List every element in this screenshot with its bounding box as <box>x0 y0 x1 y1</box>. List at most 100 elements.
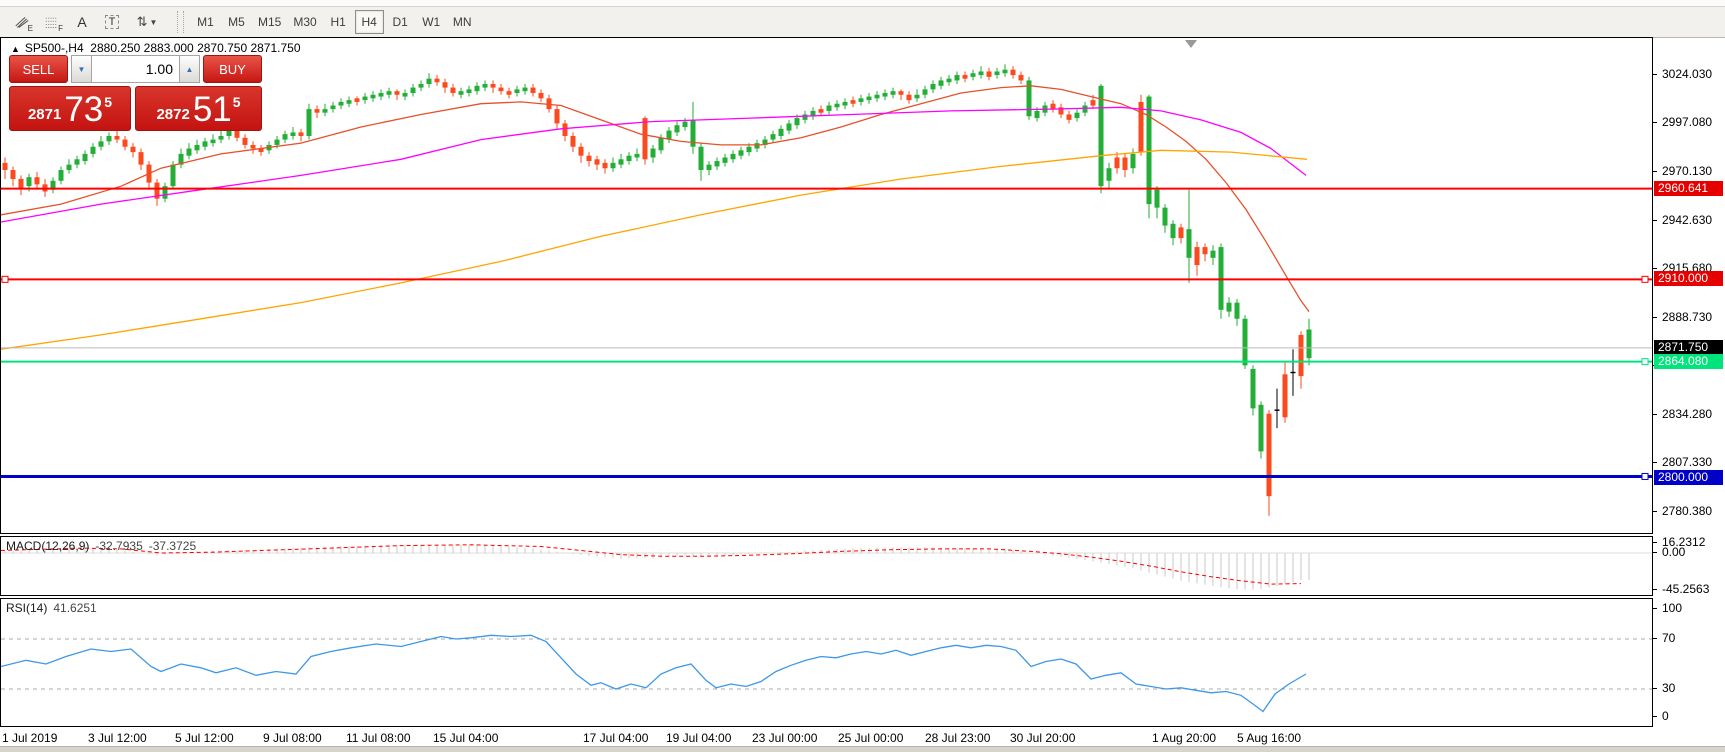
candle-body <box>1202 247 1208 255</box>
candle-body <box>810 110 816 117</box>
candle-body <box>450 87 456 93</box>
macd-indicator-panel[interactable]: MACD(12,26,9) -32.7935 -37.3725 <box>0 536 1653 596</box>
candle-body <box>482 84 488 88</box>
ma-fast-red-line <box>1 85 1310 312</box>
sell-button[interactable]: SELL <box>9 55 68 83</box>
text-label-icon[interactable]: A <box>68 10 96 34</box>
candle-body <box>106 135 112 142</box>
candle-body <box>442 82 448 88</box>
volume-increase-button[interactable]: ▲ <box>179 55 200 83</box>
sell-price-display[interactable]: 2871 73 5 <box>9 86 131 131</box>
candle-body <box>282 134 288 140</box>
candle-body <box>938 80 944 86</box>
candle-body <box>866 96 872 101</box>
candle-body <box>986 71 992 77</box>
candle-body <box>82 153 88 162</box>
timeframe-MN[interactable]: MN <box>448 10 477 34</box>
candle-body <box>922 89 928 95</box>
candle-body <box>1154 189 1160 208</box>
candle-body <box>626 155 632 162</box>
candle-body <box>458 91 464 95</box>
timeframe-M15[interactable]: M15 <box>253 10 286 34</box>
candle-body <box>1146 96 1152 205</box>
collapse-one-click-icon[interactable]: ▲ <box>11 44 20 54</box>
timeframe-W1[interactable]: W1 <box>417 10 446 34</box>
timeframe-H1[interactable]: H1 <box>324 10 353 34</box>
candle-body <box>514 89 520 93</box>
candle-body <box>1194 247 1200 266</box>
candle-body <box>394 91 400 95</box>
ohlc-values: 2880.250 2883.000 2870.750 2871.750 <box>90 41 301 55</box>
candlestick-chart-canvas[interactable] <box>1 38 1652 533</box>
volume-input[interactable] <box>92 55 179 83</box>
macd-chart-canvas[interactable] <box>1 537 1652 595</box>
axis-tick-mark <box>1653 122 1657 123</box>
volume-decrease-button[interactable]: ▼ <box>71 55 92 83</box>
candle-body <box>466 89 472 93</box>
buy-price-display[interactable]: 2872 51 5 <box>135 86 262 131</box>
equidistant-channel-icon[interactable]: E <box>8 10 36 34</box>
timeframe-H4[interactable]: H4 <box>354 10 384 34</box>
candle-body <box>674 125 680 133</box>
candle-body <box>234 130 240 138</box>
candle-body <box>834 103 840 108</box>
candle-body <box>914 94 920 99</box>
candle-body <box>946 78 952 83</box>
candle-body <box>410 87 416 93</box>
axis-tick-mark <box>1653 462 1657 463</box>
timeframe-toolbar: M1 M5 M15 M30 H1 H4 D1 W1 MN <box>190 10 478 34</box>
candle-body <box>522 87 528 92</box>
macd-main-value: -32.7935 <box>95 539 143 553</box>
candle-body <box>762 139 768 145</box>
candle-body <box>818 109 824 113</box>
candle-body <box>218 135 224 140</box>
timeframe-M30[interactable]: M30 <box>288 10 321 34</box>
timeframe-M1[interactable]: M1 <box>191 10 220 34</box>
candle-body <box>26 177 32 187</box>
candle-body <box>1282 374 1288 418</box>
candle-body <box>1170 223 1176 239</box>
candle-body <box>962 75 968 79</box>
candle-body <box>122 139 128 147</box>
time-axis-label: 30 Jul 20:00 <box>1010 731 1076 745</box>
arrows-tool-icon[interactable]: ⇅ ▼ <box>128 10 166 34</box>
candle-body <box>546 98 552 110</box>
candle-body <box>1074 112 1080 119</box>
main-chart-panel[interactable]: ▲ SP500-,H4 2880.250 2883.000 2870.750 28… <box>0 37 1653 534</box>
fibonacci-retracement-icon[interactable]: F <box>38 10 66 34</box>
candle-body <box>786 123 792 131</box>
rsi-indicator-panel[interactable]: RSI(14) 41.6251 <box>0 598 1653 727</box>
buy-button[interactable]: BUY <box>203 55 262 83</box>
axis-tick-mark <box>1653 552 1657 553</box>
axis-tick-mark <box>1653 716 1657 717</box>
text-box-icon[interactable]: T <box>98 10 126 34</box>
candle-body <box>298 132 304 136</box>
candle-body <box>978 71 984 76</box>
axis-tick-mark <box>1653 74 1657 75</box>
axis-tick-mark <box>1653 511 1657 512</box>
timeframe-D1[interactable]: D1 <box>386 10 415 34</box>
candle-body <box>1130 153 1136 169</box>
rsi-chart-canvas[interactable] <box>1 599 1652 726</box>
price-level-badge: 2800.000 <box>1654 470 1723 485</box>
volume-stepper: ▼ ▲ <box>71 55 200 83</box>
candle-body <box>290 132 296 136</box>
candle-body <box>1090 100 1096 106</box>
candle-body <box>402 92 408 97</box>
candle-body <box>90 146 96 154</box>
candle-body <box>1066 114 1072 120</box>
ma-mid-magenta-line <box>1 106 1307 223</box>
chevron-down-icon[interactable]: ▼ <box>149 17 158 27</box>
candle-body <box>882 92 888 97</box>
axis-tick-mark <box>1653 608 1657 609</box>
price-axis-label: 2888.730 <box>1662 310 1713 324</box>
candle-body <box>274 139 280 145</box>
timeframe-M5[interactable]: M5 <box>222 10 251 34</box>
candle-body <box>98 141 104 147</box>
candle-body <box>1122 157 1128 171</box>
candle-body <box>730 153 736 160</box>
candle-body <box>1250 368 1256 409</box>
candle-body <box>1162 207 1168 226</box>
candle-body <box>738 150 744 156</box>
